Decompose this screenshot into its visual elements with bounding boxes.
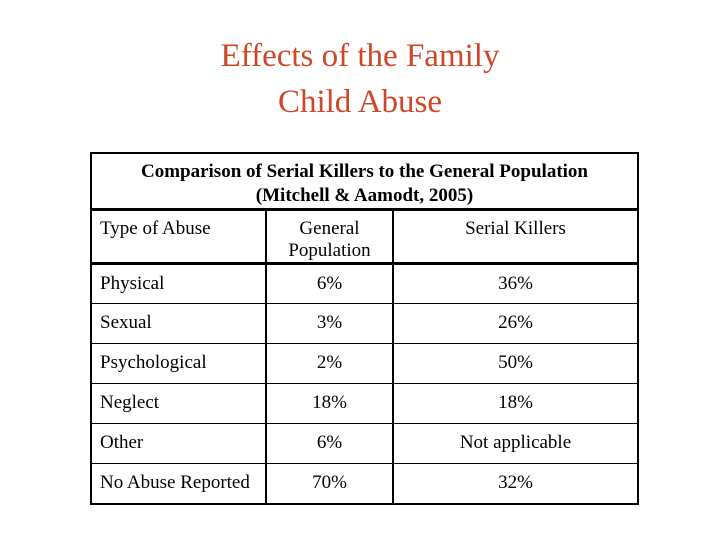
cell-general-population: 18% [265,383,393,424]
cell-serial-killers: 32% [392,463,638,504]
cell-type-of-abuse: Sexual [91,303,266,344]
cell-type-of-abuse: Psychological [91,343,266,384]
cell-general-population: 2% [265,343,393,384]
cell-general-population: 6% [265,263,393,304]
comparison-table: Comparison of Serial Killers to the Gene… [90,152,639,505]
table-caption: Comparison of Serial Killers to the Gene… [91,153,638,211]
cell-general-population: 3% [265,303,393,344]
cell-type-of-abuse: No Abuse Reported [91,463,266,504]
table-row: Other 6% Not applicable [91,423,638,464]
table-caption-line1: Comparison of Serial Killers to the Gene… [140,161,588,182]
cell-type-of-abuse: Other [91,423,266,464]
cell-general-population: 6% [265,423,393,464]
col-header-serial-killers: Serial Killers [392,209,638,265]
cell-serial-killers: 36% [392,263,638,304]
slide-title-line1: Effects of the Family [220,38,500,74]
cell-general-population: 70% [265,463,393,504]
cell-type-of-abuse: Physical [91,263,266,304]
table-row: Sexual 3% 26% [91,303,638,344]
cell-serial-killers: 18% [392,383,638,424]
table-row: Neglect 18% 18% [91,383,638,424]
table-caption-row: Comparison of Serial Killers to the Gene… [91,153,638,211]
table-row: Physical 6% 36% [91,263,638,304]
slide-title: Effects of the Family Child Abuse [0,33,720,125]
col-header-type-of-abuse: Type of Abuse [91,209,266,265]
cell-type-of-abuse: Neglect [91,383,266,424]
table-row: Psychological 2% 50% [91,343,638,384]
col-header-general-population: General Population [265,209,393,265]
slide-title-line2: Child Abuse [277,84,443,120]
column-header-row: Type of Abuse General Population Serial … [91,209,638,265]
cell-serial-killers: 26% [392,303,638,344]
cell-serial-killers: Not applicable [392,423,638,464]
table-caption-line2: (Mitchell & Aamodt, 2005) [255,185,474,206]
cell-serial-killers: 50% [392,343,638,384]
table-row: No Abuse Reported 70% 32% [91,463,638,504]
